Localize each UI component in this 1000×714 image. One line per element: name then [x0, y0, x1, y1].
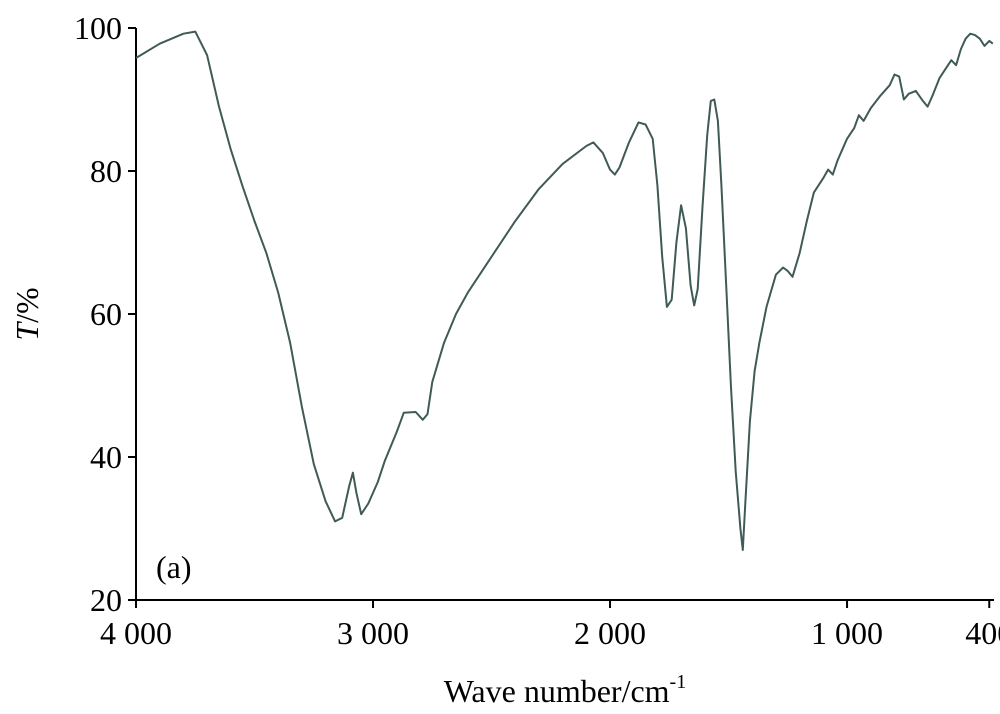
y-axis-title-symbol: T [9, 321, 45, 341]
x-tick-label: 4 000 [100, 615, 172, 651]
y-axis-title-unit: /% [9, 287, 45, 323]
y-tick-label: 20 [90, 582, 122, 618]
y-axis-title: T/% [9, 287, 45, 340]
x-tick-label: 2 000 [574, 615, 646, 651]
panel-label: (a) [156, 549, 192, 585]
y-tick-label: 80 [90, 153, 122, 189]
plot-area: 100 80 60 40 20 4 000 3 000 2 000 1 000 400 [74, 10, 1000, 651]
x-axis-title-text: Wave number/cm [444, 673, 670, 709]
x-axis-title: Wave number/cm-1 [444, 671, 686, 709]
x-tick-label: 400 [965, 615, 1000, 651]
y-tick-label: 40 [90, 439, 122, 475]
x-tick-label: 3 000 [337, 615, 409, 651]
y-tick-label: 60 [90, 296, 122, 332]
y-tick-label: 100 [74, 10, 122, 46]
x-axis-ticks: 4 000 3 000 2 000 1 000 400 [100, 600, 1000, 651]
spectrum-line [135, 30, 994, 551]
x-axis-title-superscript: -1 [670, 671, 687, 693]
x-tick-label: 1 000 [811, 615, 883, 651]
y-axis-ticks: 100 80 60 40 20 [74, 10, 136, 618]
